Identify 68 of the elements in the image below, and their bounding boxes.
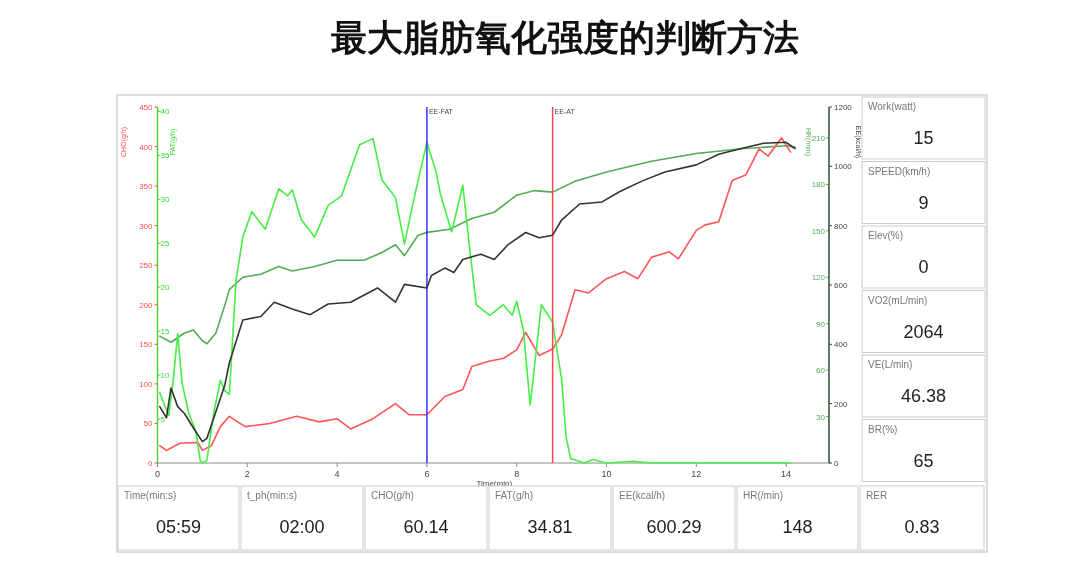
x-tick-label: 10 [601,469,612,479]
y2-tick-label: 40 [160,107,170,117]
y-tick-label: 0 [148,459,154,468]
y3-tick-label: 210 [811,133,826,143]
text: t_ph(min:s) [247,490,298,501]
y3-tick-label: 120 [811,273,826,283]
text: 15 [913,128,934,148]
text: 600.29 [646,517,702,537]
x-tick-label: 14 [781,469,792,479]
text: 46.38 [900,386,947,406]
x-tick-label: 12 [691,469,702,479]
y-tick-label: 1200 [834,103,853,112]
y2-tick-label: 25 [160,239,170,249]
text: VE(L/min) [868,359,913,370]
y-tick-label: 600 [834,281,848,290]
x-tick-label: 2 [244,469,250,479]
y-tick-label: 150 [139,340,154,350]
y2-tick-label: 20 [160,283,170,293]
text: 148 [782,517,813,537]
x-axis-title: Time(min) [476,479,513,488]
y-tick-label: 50 [143,419,154,429]
y-tick-label: 400 [834,340,848,350]
text: EE(kcal/h) [619,490,666,501]
text: HR(/min) [743,490,783,501]
text: 9 [918,192,929,213]
y-tick-label: 800 [834,221,848,231]
y3-tick-label: 180 [811,180,826,190]
x-tick-label: 4 [334,469,340,479]
text: CHO(g/h) [371,490,414,501]
text: SPEED(km/h) [868,165,931,177]
y3-tick-label: 30 [816,412,826,422]
y2-tick-label: 35 [160,151,170,161]
y2-tick-label: 5 [160,415,166,425]
y-tick-label: 200 [834,399,848,409]
text: 0 [918,257,929,277]
x-tick-label: 6 [424,469,430,479]
y-tick-label: 100 [139,379,154,389]
text: RER [866,490,888,501]
y-tick-label: 0 [834,459,839,468]
text: 2064 [903,321,944,342]
text: 34.81 [527,517,573,537]
y-tick-label: 400 [139,142,154,152]
y-tick-label: 200 [139,300,154,310]
text: 0.83 [904,517,940,537]
text: 60.14 [403,517,449,537]
y3-tick-label: 90 [816,319,826,329]
text: FAT(g/h) [495,490,534,501]
text: VO2(mL/min) [868,294,928,306]
x-tick-label: 0 [154,469,161,479]
x-tick-label: 8 [514,469,520,479]
y-tick-label: 250 [139,261,154,271]
text: 02:00 [279,517,325,537]
text: 05:59 [155,517,202,537]
text: Time(min:s) [124,490,177,501]
y-tick-label: 350 [139,182,154,192]
y-tick-label: 1000 [834,162,853,172]
y3-tick-label: 150 [811,226,826,236]
text: 65 [913,450,934,471]
y2-tick-label: 30 [160,195,170,205]
y-tick-label: 450 [139,103,154,112]
y3-tick-label: 60 [816,366,826,376]
text: Work(watt) [868,101,917,112]
y2-tick-label: 10 [160,371,170,381]
y-tick-label: 300 [139,221,154,231]
text: Elev(%) [868,230,904,241]
text: BR(%) [868,423,898,435]
chart-title: 最大脂肪氧化强度的判断方法 [331,17,799,58]
y2-tick-label: 15 [160,327,170,337]
